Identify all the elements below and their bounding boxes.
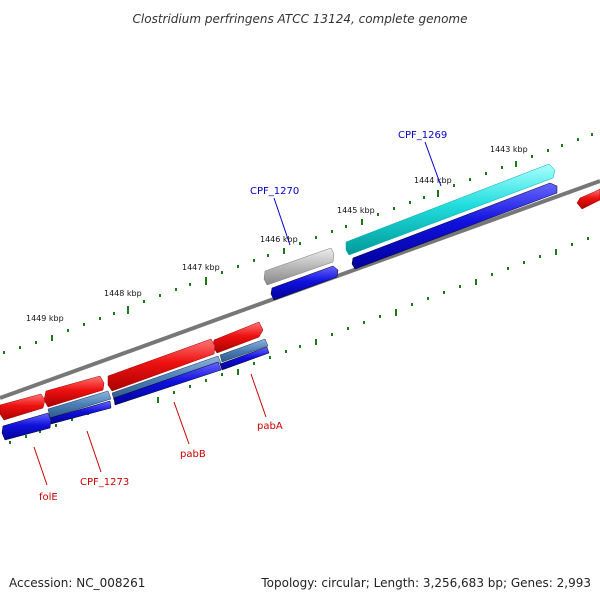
- genome-summary-text: Topology: circular; Length: 3,256,683 bp…: [261, 576, 591, 590]
- outer-tick-ring: [3, 133, 593, 354]
- gene-cpf1269-reverse-block[interactable]: [351, 182, 558, 270]
- accession-text: Accession: NC_008261: [9, 576, 146, 590]
- gene-label-cpf1270[interactable]: CPF_1270: [250, 186, 299, 197]
- gene-label-folE[interactable]: folE: [39, 492, 58, 503]
- gene-pabA-rna-block[interactable]: [219, 338, 269, 363]
- gene-cpf1273-rna-block[interactable]: [47, 390, 112, 419]
- gene-pabB-forward-block[interactable]: [107, 338, 216, 392]
- leader-line-pabB: [173, 401, 190, 445]
- gene-label-pabB[interactable]: pabB: [180, 449, 206, 460]
- tick-label-1443: 1443 kbp: [490, 145, 528, 154]
- leader-line-cpf1273: [86, 430, 102, 473]
- tick-label-1447: 1447 kbp: [182, 263, 220, 272]
- gene-label-cpf1269[interactable]: CPF_1269: [398, 130, 447, 141]
- tick-label-1449: 1449 kbp: [26, 314, 64, 323]
- gene-pabB-reverse-block[interactable]: [113, 361, 222, 406]
- gene-right-edge-block[interactable]: [576, 188, 600, 210]
- tick-label-1446: 1446 kbp: [260, 235, 298, 244]
- leader-line-cpf1270: [273, 197, 291, 246]
- leader-line-cpf1269: [424, 141, 442, 187]
- leader-line-pabA: [250, 373, 267, 418]
- gene-pabA-reverse-block[interactable]: [219, 346, 270, 371]
- gene-label-pabA[interactable]: pabA: [257, 421, 283, 432]
- tick-label-1444: 1444 kbp: [414, 176, 452, 185]
- gene-cpf1270-reverse-block[interactable]: [270, 265, 339, 301]
- chart-title: Clostridium perfringens ATCC 13124, comp…: [133, 12, 468, 26]
- tick-label-1448: 1448 kbp: [104, 289, 142, 298]
- gene-cpf1270-block[interactable]: [263, 247, 335, 286]
- gene-cpf1269-forward-block[interactable]: [345, 163, 556, 256]
- leader-line-folE: [33, 446, 48, 486]
- gene-folE-reverse-block[interactable]: [1, 412, 52, 441]
- gene-label-cpf1273[interactable]: CPF_1273: [80, 477, 129, 488]
- gene-folE-forward-block[interactable]: [0, 393, 46, 421]
- tick-label-1445: 1445 kbp: [337, 206, 375, 215]
